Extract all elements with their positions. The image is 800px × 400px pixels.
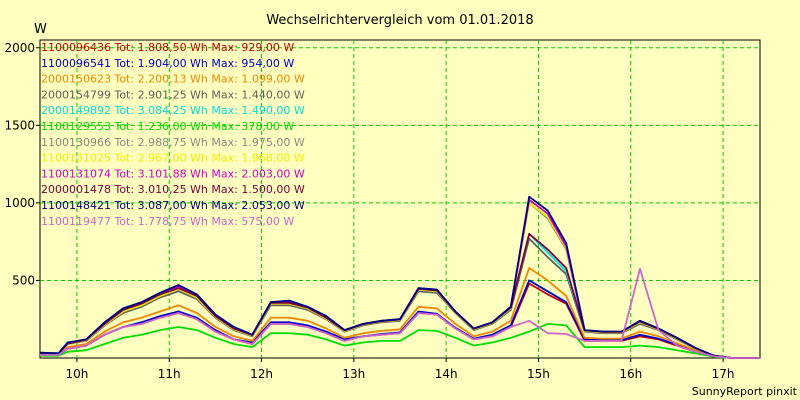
series-line-1100148421	[39, 195, 760, 359]
plot-area-frame	[39, 39, 761, 359]
y-tick-label: 500	[12, 273, 35, 287]
series-line-1100119477	[40, 267, 760, 359]
x-tick-label: 16h	[619, 367, 642, 381]
series-line-2000150623	[40, 267, 760, 359]
x-tick-label: 10h	[65, 367, 88, 381]
legend-entry-1100148421: 1100148421 Tot: 3.087,00 Wh Max: 2.053,0…	[41, 199, 305, 212]
series-line-1100129553	[40, 322, 760, 359]
x-tick-label: 14h	[435, 367, 458, 381]
legend-entry-1100119477: 1100119477 Tot: 1.778,75 Wh Max: 575,00 …	[41, 215, 294, 228]
series-lines	[39, 195, 760, 359]
legend-entry-1100131074: 1100131074 Tot: 3.101,88 Wh Max: 2.003,0…	[41, 167, 305, 180]
x-tick-label: 12h	[250, 367, 273, 381]
y-axis-ticks: 500 1000 1500 2000	[4, 41, 40, 287]
footer-credit: SunnyReport pinxit	[692, 385, 798, 398]
legend-entry-1100096541: 1100096541 Tot: 1.904,00 Wh Max: 954,00 …	[41, 57, 294, 70]
legend-entry-1100096436: 1100096436 Tot: 1.808,50 Wh Max: 929,00 …	[41, 41, 294, 54]
x-tick-label: 15h	[527, 367, 550, 381]
y-axis-unit-label: W	[34, 22, 47, 37]
legend-entry-2000150623: 2000150623 Tot: 2.200,13 Wh Max: 1.099,0…	[41, 73, 305, 86]
legend-entry-2000149892: 2000149892 Tot: 3.084,25 Wh Max: 1.490,0…	[41, 104, 305, 117]
legend-entry-1100129553: 1100129553 Tot: 1.236,00 Wh Max: 378,00 …	[41, 120, 294, 133]
legend-entry-2000001478: 2000001478 Tot: 3.010,25 Wh Max: 1.500,0…	[41, 183, 305, 196]
legend: 1100096436 Tot: 1.808,50 Wh Max: 929,00 …	[41, 41, 305, 228]
grid-lines	[40, 40, 760, 358]
y-tick-label: 2000	[4, 41, 35, 55]
legend-entry-2000154799: 2000154799 Tot: 2.901,25 Wh Max: 1.440,0…	[41, 88, 305, 101]
y-tick-label: 1000	[4, 196, 35, 210]
legend-entry-1100131025: 1100131025 Tot: 2.967,00 Wh Max: 1.968,0…	[41, 152, 305, 165]
legend-entry-1100130966: 1100130966 Tot: 2.988,75 Wh Max: 1.975,0…	[41, 136, 305, 149]
x-tick-label: 17h	[712, 367, 735, 381]
chart-title: Wechselrichtervergleich vom 01.01.2018	[266, 13, 533, 28]
y-tick-label: 1500	[4, 118, 35, 132]
x-tick-label: 13h	[342, 367, 365, 381]
x-axis-ticks: 10h 11h 12h 13h 14h 15h 16h 17h	[65, 358, 735, 381]
x-tick-label: 11h	[158, 367, 181, 381]
